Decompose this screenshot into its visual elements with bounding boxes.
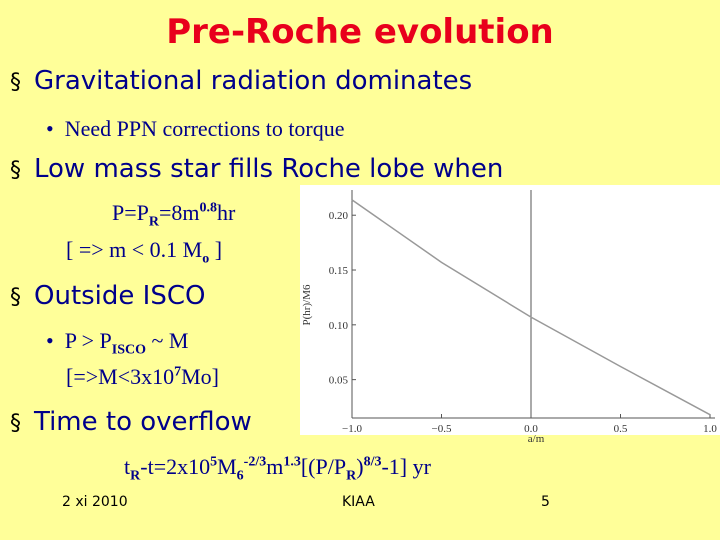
line <box>351 199 711 416</box>
text: =8m <box>159 200 200 225</box>
text: R <box>346 468 357 484</box>
y-tick-label: 0.05 <box>329 375 349 387</box>
sub-bullet: P=PR=8m0.8hr <box>112 200 235 230</box>
text: -1] yr <box>381 454 431 479</box>
sub-bullet: • Need PPN corrections to torque <box>46 116 345 141</box>
sub-bullet: [ => m < 0.1 Mo ] <box>66 237 222 267</box>
bullet: Gravitational radiation dominates <box>34 66 473 96</box>
x-tick-label: 0.5 <box>614 423 628 435</box>
text: R <box>130 468 141 484</box>
text: P > P <box>64 328 112 353</box>
text: [ => m < 0.1 M <box>66 237 203 262</box>
text: P=P <box>112 200 149 225</box>
sub-bullet: tR-t=2x105M6-2/3m1.3[(P/PR)8/3-1] yr <box>124 454 431 484</box>
text: -2/3 <box>243 454 267 470</box>
footer-page: 5 <box>541 494 550 510</box>
text: ) <box>356 454 364 479</box>
text: 1.3 <box>283 454 301 470</box>
x-tick-label: −1.0 <box>342 423 362 435</box>
text: 7 <box>174 364 182 380</box>
text: M <box>217 454 237 479</box>
text: ISCO <box>111 342 146 358</box>
footer-date: 2 xi 2010 <box>62 494 128 510</box>
bullet: Time to overflow <box>34 407 252 437</box>
text: Mo] <box>181 364 219 389</box>
text: [=>M<3x10 <box>66 364 175 389</box>
x-tick-label: −0.5 <box>432 423 452 435</box>
text: m <box>266 454 284 479</box>
text: [(P/P <box>300 454 347 479</box>
bullet-marker: § <box>10 411 21 436</box>
text: 6 <box>236 468 244 484</box>
y-tick-label: 0.10 <box>329 320 349 332</box>
text: Need PPN corrections to torque <box>64 116 345 141</box>
text: hr <box>217 200 236 225</box>
x-tick-label: 0.0 <box>524 423 538 435</box>
x-tick-label: 1.0 <box>703 423 717 435</box>
y-axis-label: P(hr)/M6 <box>301 284 313 325</box>
y-tick-label: 0.15 <box>329 265 349 277</box>
sub-bullet: [=>M<3x107Mo] <box>66 364 219 390</box>
y-tick-label: 0.20 <box>329 210 349 222</box>
bullet: Outside ISCO <box>34 281 206 311</box>
footer-venue: KIAA <box>342 494 375 510</box>
sub-bullet: • P > PISCO ~ M <box>46 328 189 358</box>
bullet-marker: § <box>10 158 21 183</box>
bullet-marker: § <box>10 285 21 310</box>
text: ] <box>209 237 223 262</box>
text: 5 <box>210 454 218 470</box>
text: o <box>202 251 210 267</box>
text: 8/3 <box>363 454 382 470</box>
title: Pre-Roche evolution <box>166 12 554 52</box>
bullet: Low mass star fills Roche lobe when <box>34 154 504 184</box>
text: 0.8 <box>199 200 218 216</box>
text: -t=2x10 <box>140 454 211 479</box>
text: R <box>148 214 160 230</box>
text: ~ M <box>146 328 189 353</box>
chart-background <box>300 185 720 435</box>
bullet-marker: § <box>10 70 21 95</box>
chart: P(hr)/M6 a/m 0.05 0.10 0.15 0.20 −1.0 −0.5 0.0… <box>300 185 720 445</box>
x-axis-label: a/m <box>528 433 545 445</box>
text: t <box>124 454 131 479</box>
